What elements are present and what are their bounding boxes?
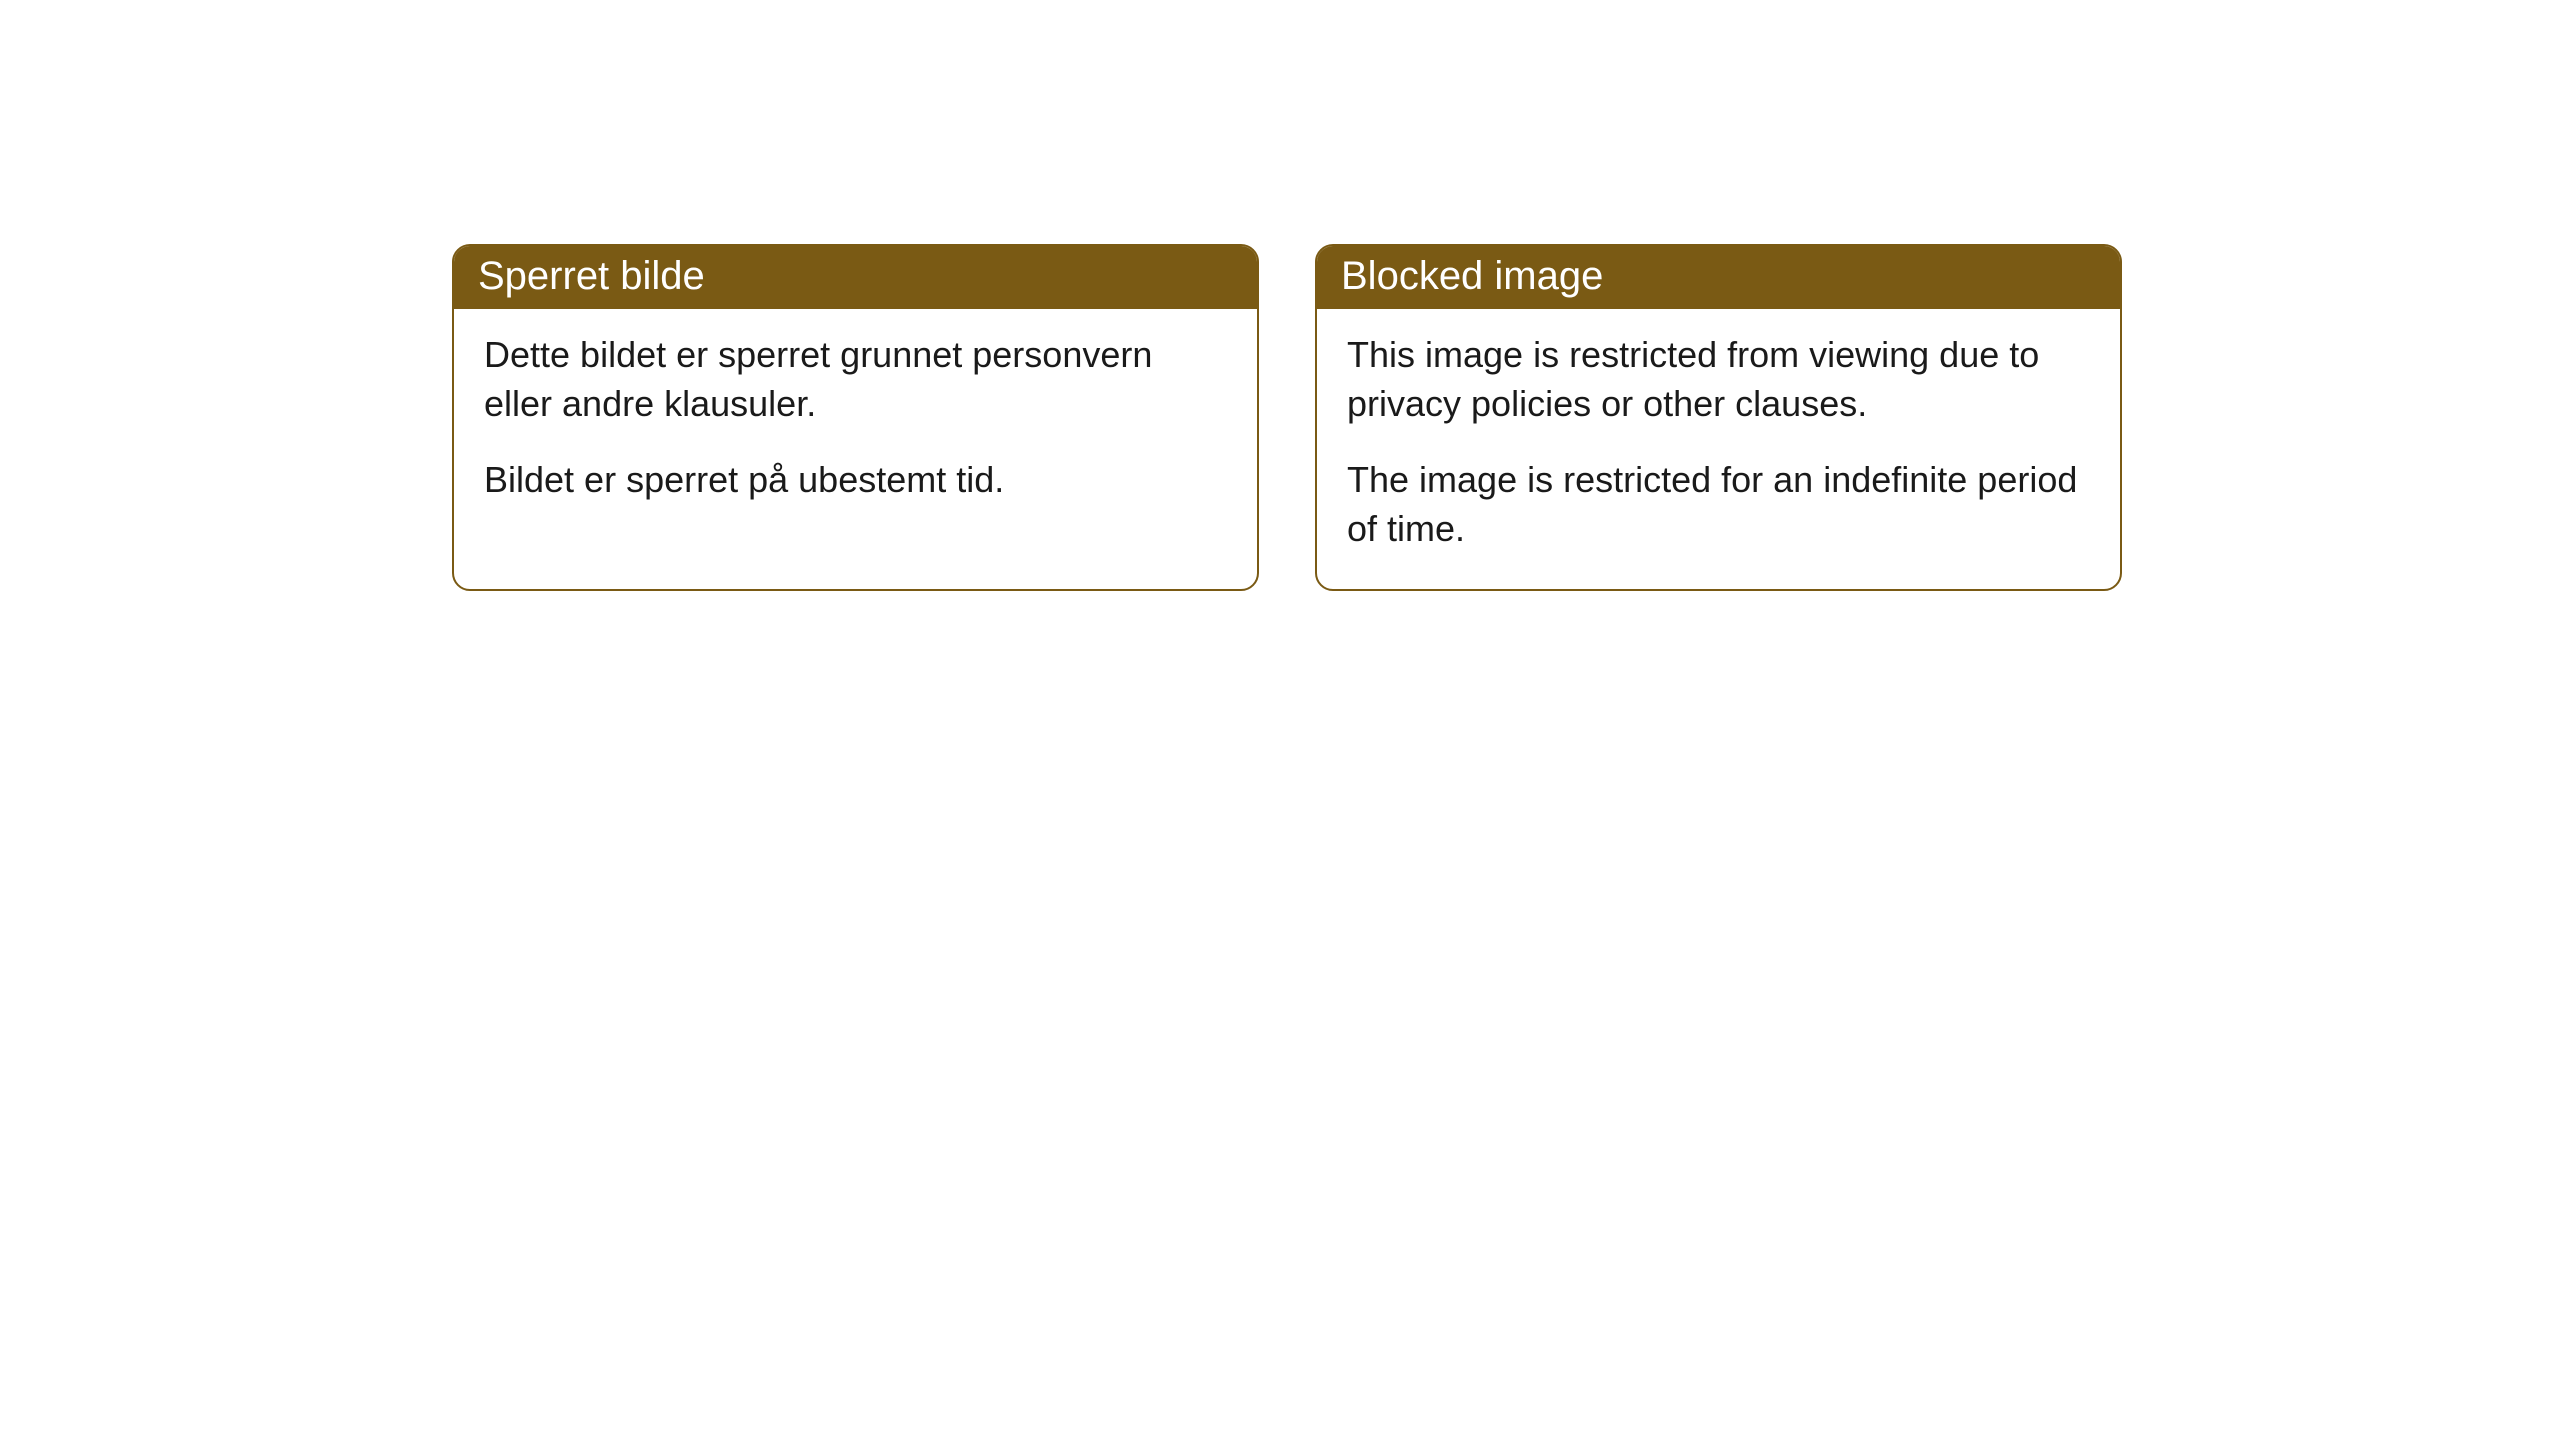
notice-header: Blocked image [1317,246,2120,309]
notice-body: This image is restricted from viewing du… [1317,309,2120,589]
notice-card-english: Blocked image This image is restricted f… [1315,244,2122,591]
notice-paragraph: Bildet er sperret på ubestemt tid. [484,456,1227,505]
notice-paragraph: The image is restricted for an indefinit… [1347,456,2090,553]
notice-body: Dette bildet er sperret grunnet personve… [454,309,1257,541]
notice-header: Sperret bilde [454,246,1257,309]
notice-paragraph: Dette bildet er sperret grunnet personve… [484,331,1227,428]
notice-card-norwegian: Sperret bilde Dette bildet er sperret gr… [452,244,1259,591]
notice-cards-container: Sperret bilde Dette bildet er sperret gr… [452,244,2560,591]
notice-paragraph: This image is restricted from viewing du… [1347,331,2090,428]
